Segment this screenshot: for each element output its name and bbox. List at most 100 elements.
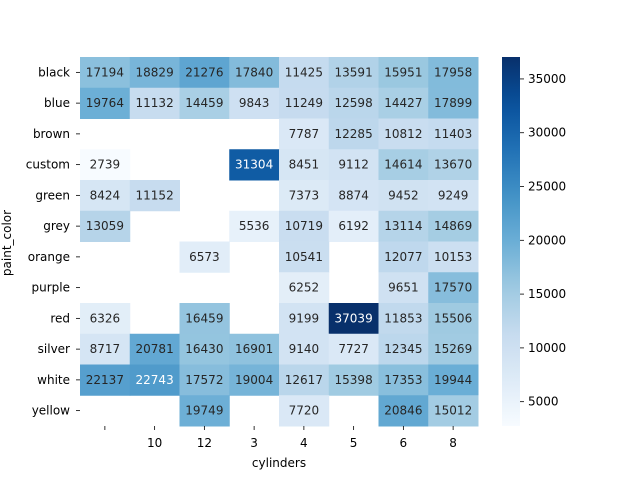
cell-value-label: 5536 — [239, 219, 270, 233]
heatmap-cell — [378, 241, 429, 273]
heatmap-cell — [279, 118, 330, 150]
x-tick-label: 12 — [197, 436, 212, 450]
cell-value-label: 19004 — [235, 373, 273, 387]
cell-value-label: 8424 — [90, 188, 121, 202]
y-tick-label: yellow — [32, 404, 70, 418]
heatmap-cell — [378, 149, 429, 181]
heatmap-cell — [179, 395, 230, 427]
y-tick-label: black — [38, 65, 70, 79]
heatmap-cell — [279, 241, 330, 273]
cell-value-label: 10812 — [384, 127, 422, 141]
cell-value-label: 19749 — [185, 404, 223, 418]
heatmap-cell — [428, 333, 479, 365]
cell-value-label: 20846 — [384, 404, 422, 418]
heatmap-cell — [328, 118, 379, 150]
heatmap-cell — [328, 210, 379, 242]
x-axis-label: cylinders — [252, 456, 306, 470]
heatmap-cell — [378, 272, 429, 304]
heatmap-cell — [229, 364, 280, 396]
heatmap-cell — [279, 303, 330, 335]
x-tick-label: 3 — [250, 436, 258, 450]
cell-value-label: 11425 — [285, 65, 323, 79]
cell-value-label: 7727 — [338, 342, 369, 356]
heatmap-cell — [179, 364, 230, 396]
colorbar-tick-label: 20000 — [528, 233, 566, 247]
cell-value-label: 17570 — [434, 281, 472, 295]
cell-value-label: 16459 — [185, 311, 223, 325]
y-tick-label: red — [50, 311, 70, 325]
heatmap-cell — [279, 333, 330, 365]
heatmap-cell — [428, 87, 479, 119]
cell-value-label: 18829 — [136, 65, 174, 79]
heatmap-cell — [279, 149, 330, 181]
heatmap-cell — [378, 210, 429, 242]
heatmap-cell — [428, 118, 479, 150]
cell-value-label: 9140 — [289, 342, 320, 356]
cell-value-label: 7787 — [289, 127, 320, 141]
cell-value-label: 19944 — [434, 373, 472, 387]
cell-value-label: 6326 — [90, 311, 121, 325]
colorbar-tick-label: 30000 — [528, 126, 566, 140]
cell-value-label: 15951 — [384, 65, 422, 79]
heatmap-cell — [378, 87, 429, 119]
heatmap-cell — [378, 118, 429, 150]
cell-value-label: 7373 — [289, 188, 320, 202]
heatmap-cell — [279, 210, 330, 242]
y-tick-label: white — [37, 373, 70, 387]
cell-value-label: 12077 — [384, 250, 422, 264]
heatmap-cell — [378, 57, 429, 89]
cell-value-label: 19764 — [86, 96, 124, 110]
cell-value-label: 7720 — [289, 404, 320, 418]
y-tick-label: brown — [33, 127, 70, 141]
y-tick-label: blue — [44, 96, 70, 110]
heatmap-cell — [229, 333, 280, 365]
y-tick-label: custom — [26, 158, 70, 172]
x-axis: 10 12 3 4 5 6 8 — [104, 426, 457, 450]
cell-value-label: 15398 — [335, 373, 373, 387]
heatmap-cell — [428, 180, 479, 212]
heatmap-cell — [428, 241, 479, 273]
y-tick-label: purple — [32, 281, 71, 295]
heatmap-cell — [179, 57, 230, 89]
heatmap-cell — [279, 364, 330, 396]
heatmap-cell — [129, 364, 180, 396]
cell-value-label: 22137 — [86, 373, 124, 387]
heatmap-cell — [129, 180, 180, 212]
heatmap-cell — [229, 87, 280, 119]
heatmap-cell — [328, 87, 379, 119]
heatmap-cell — [328, 180, 379, 212]
cell-value-label: 16901 — [235, 342, 273, 356]
heatmap-cell — [229, 57, 280, 89]
cell-value-label: 13114 — [384, 219, 422, 233]
heatmap-cell — [378, 395, 429, 427]
cell-value-label: 9452 — [388, 188, 419, 202]
heatmap-cell — [129, 333, 180, 365]
heatmap-cell — [428, 210, 479, 242]
cell-value-label: 11853 — [384, 311, 422, 325]
heatmap-cell — [279, 395, 330, 427]
colorbar-tick-label: 35000 — [528, 72, 566, 86]
cell-value-label: 15269 — [434, 342, 472, 356]
cell-value-label: 11249 — [285, 96, 323, 110]
heatmap-cell — [378, 303, 429, 335]
heatmap-cell — [328, 149, 379, 181]
heatmap-cell — [179, 241, 230, 273]
heatmap-cell — [80, 57, 131, 89]
cell-value-label: 10541 — [285, 250, 323, 264]
x-tick-label: 6 — [400, 436, 408, 450]
heatmap-cell — [229, 149, 280, 181]
colorbar: 5000 10000 15000 20000 25000 30000 35000 — [502, 57, 566, 426]
cell-value-label: 8451 — [289, 158, 320, 172]
cell-value-label: 31304 — [235, 158, 273, 172]
colorbar-tick-label: 10000 — [528, 341, 566, 355]
cell-value-label: 13059 — [86, 219, 124, 233]
cell-value-label: 14869 — [434, 219, 472, 233]
heatmap-cell — [80, 149, 131, 181]
cell-value-label: 22743 — [136, 373, 174, 387]
cell-value-label: 10719 — [285, 219, 323, 233]
y-tick-label: grey — [43, 219, 70, 233]
cell-value-label: 12598 — [335, 96, 373, 110]
heatmap-cell — [179, 87, 230, 119]
cell-value-label: 9651 — [388, 281, 419, 295]
heatmap-cell — [80, 364, 131, 396]
